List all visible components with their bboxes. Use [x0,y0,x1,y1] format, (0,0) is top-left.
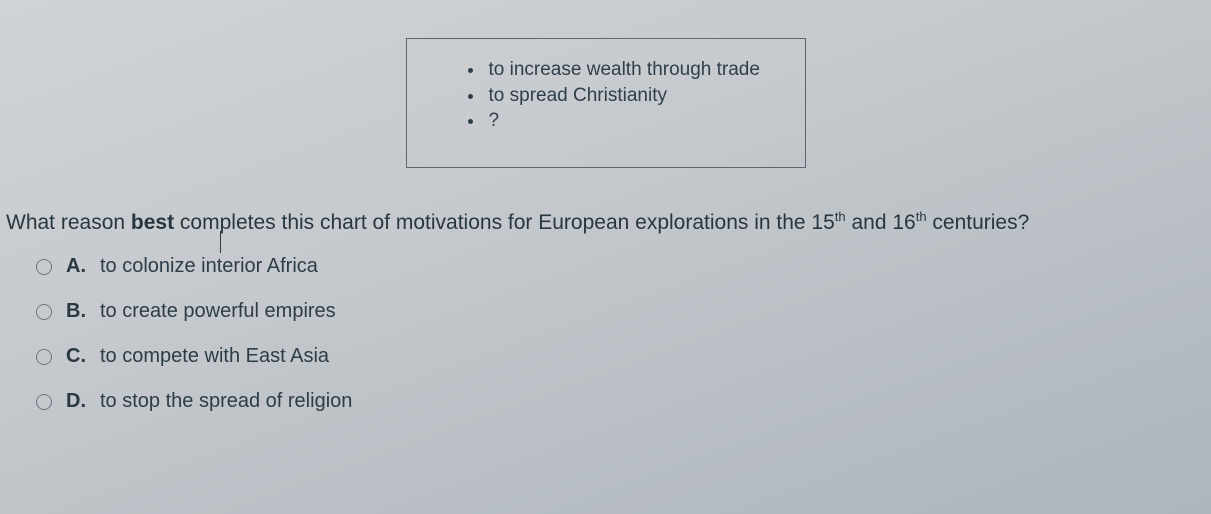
motivations-chart-box: to increase wealth through trade to spre… [406,38,806,168]
radio-icon[interactable] [36,259,52,275]
option-b[interactable]: B. to create powerful empires [36,300,1211,323]
radio-icon[interactable] [36,394,52,410]
question-bold: best [131,211,174,234]
ordinal-sup: th [835,209,846,224]
question-mid2: pletes this chart of motivations for Eur… [220,211,835,234]
option-text: to create powerful empires [100,300,336,323]
question-prefix: What reason [6,211,131,234]
question-mid3: and 16 [846,211,916,234]
question-mid1: com [174,211,220,234]
option-text: to colonize interior Africa [100,255,318,278]
option-letter: D. [66,390,100,413]
option-text: to compete with East Asia [100,345,329,368]
radio-icon[interactable] [36,304,52,320]
chart-item: to increase wealth through trade [485,57,783,83]
options-group: A. to colonize interior Africa B. to cre… [36,255,1211,413]
question-suffix: centuries? [927,211,1030,234]
quiz-page: to increase wealth through trade to spre… [0,0,1211,514]
option-letter: A. [66,255,100,278]
chart-list: to increase wealth through trade to spre… [429,57,783,134]
chart-item: ? [485,108,783,134]
ordinal-sup: th [916,209,927,224]
option-letter: B. [66,300,100,323]
chart-item: to spread Christianity [485,83,783,109]
option-a[interactable]: A. to colonize interior Africa [36,255,1211,278]
radio-icon[interactable] [36,349,52,365]
option-d[interactable]: D. to stop the spread of religion [36,390,1211,413]
option-c[interactable]: C. to compete with East Asia [36,345,1211,368]
option-text: to stop the spread of religion [100,390,352,413]
option-letter: C. [66,345,100,368]
question-text: What reason best completes this chart of… [6,208,1211,237]
